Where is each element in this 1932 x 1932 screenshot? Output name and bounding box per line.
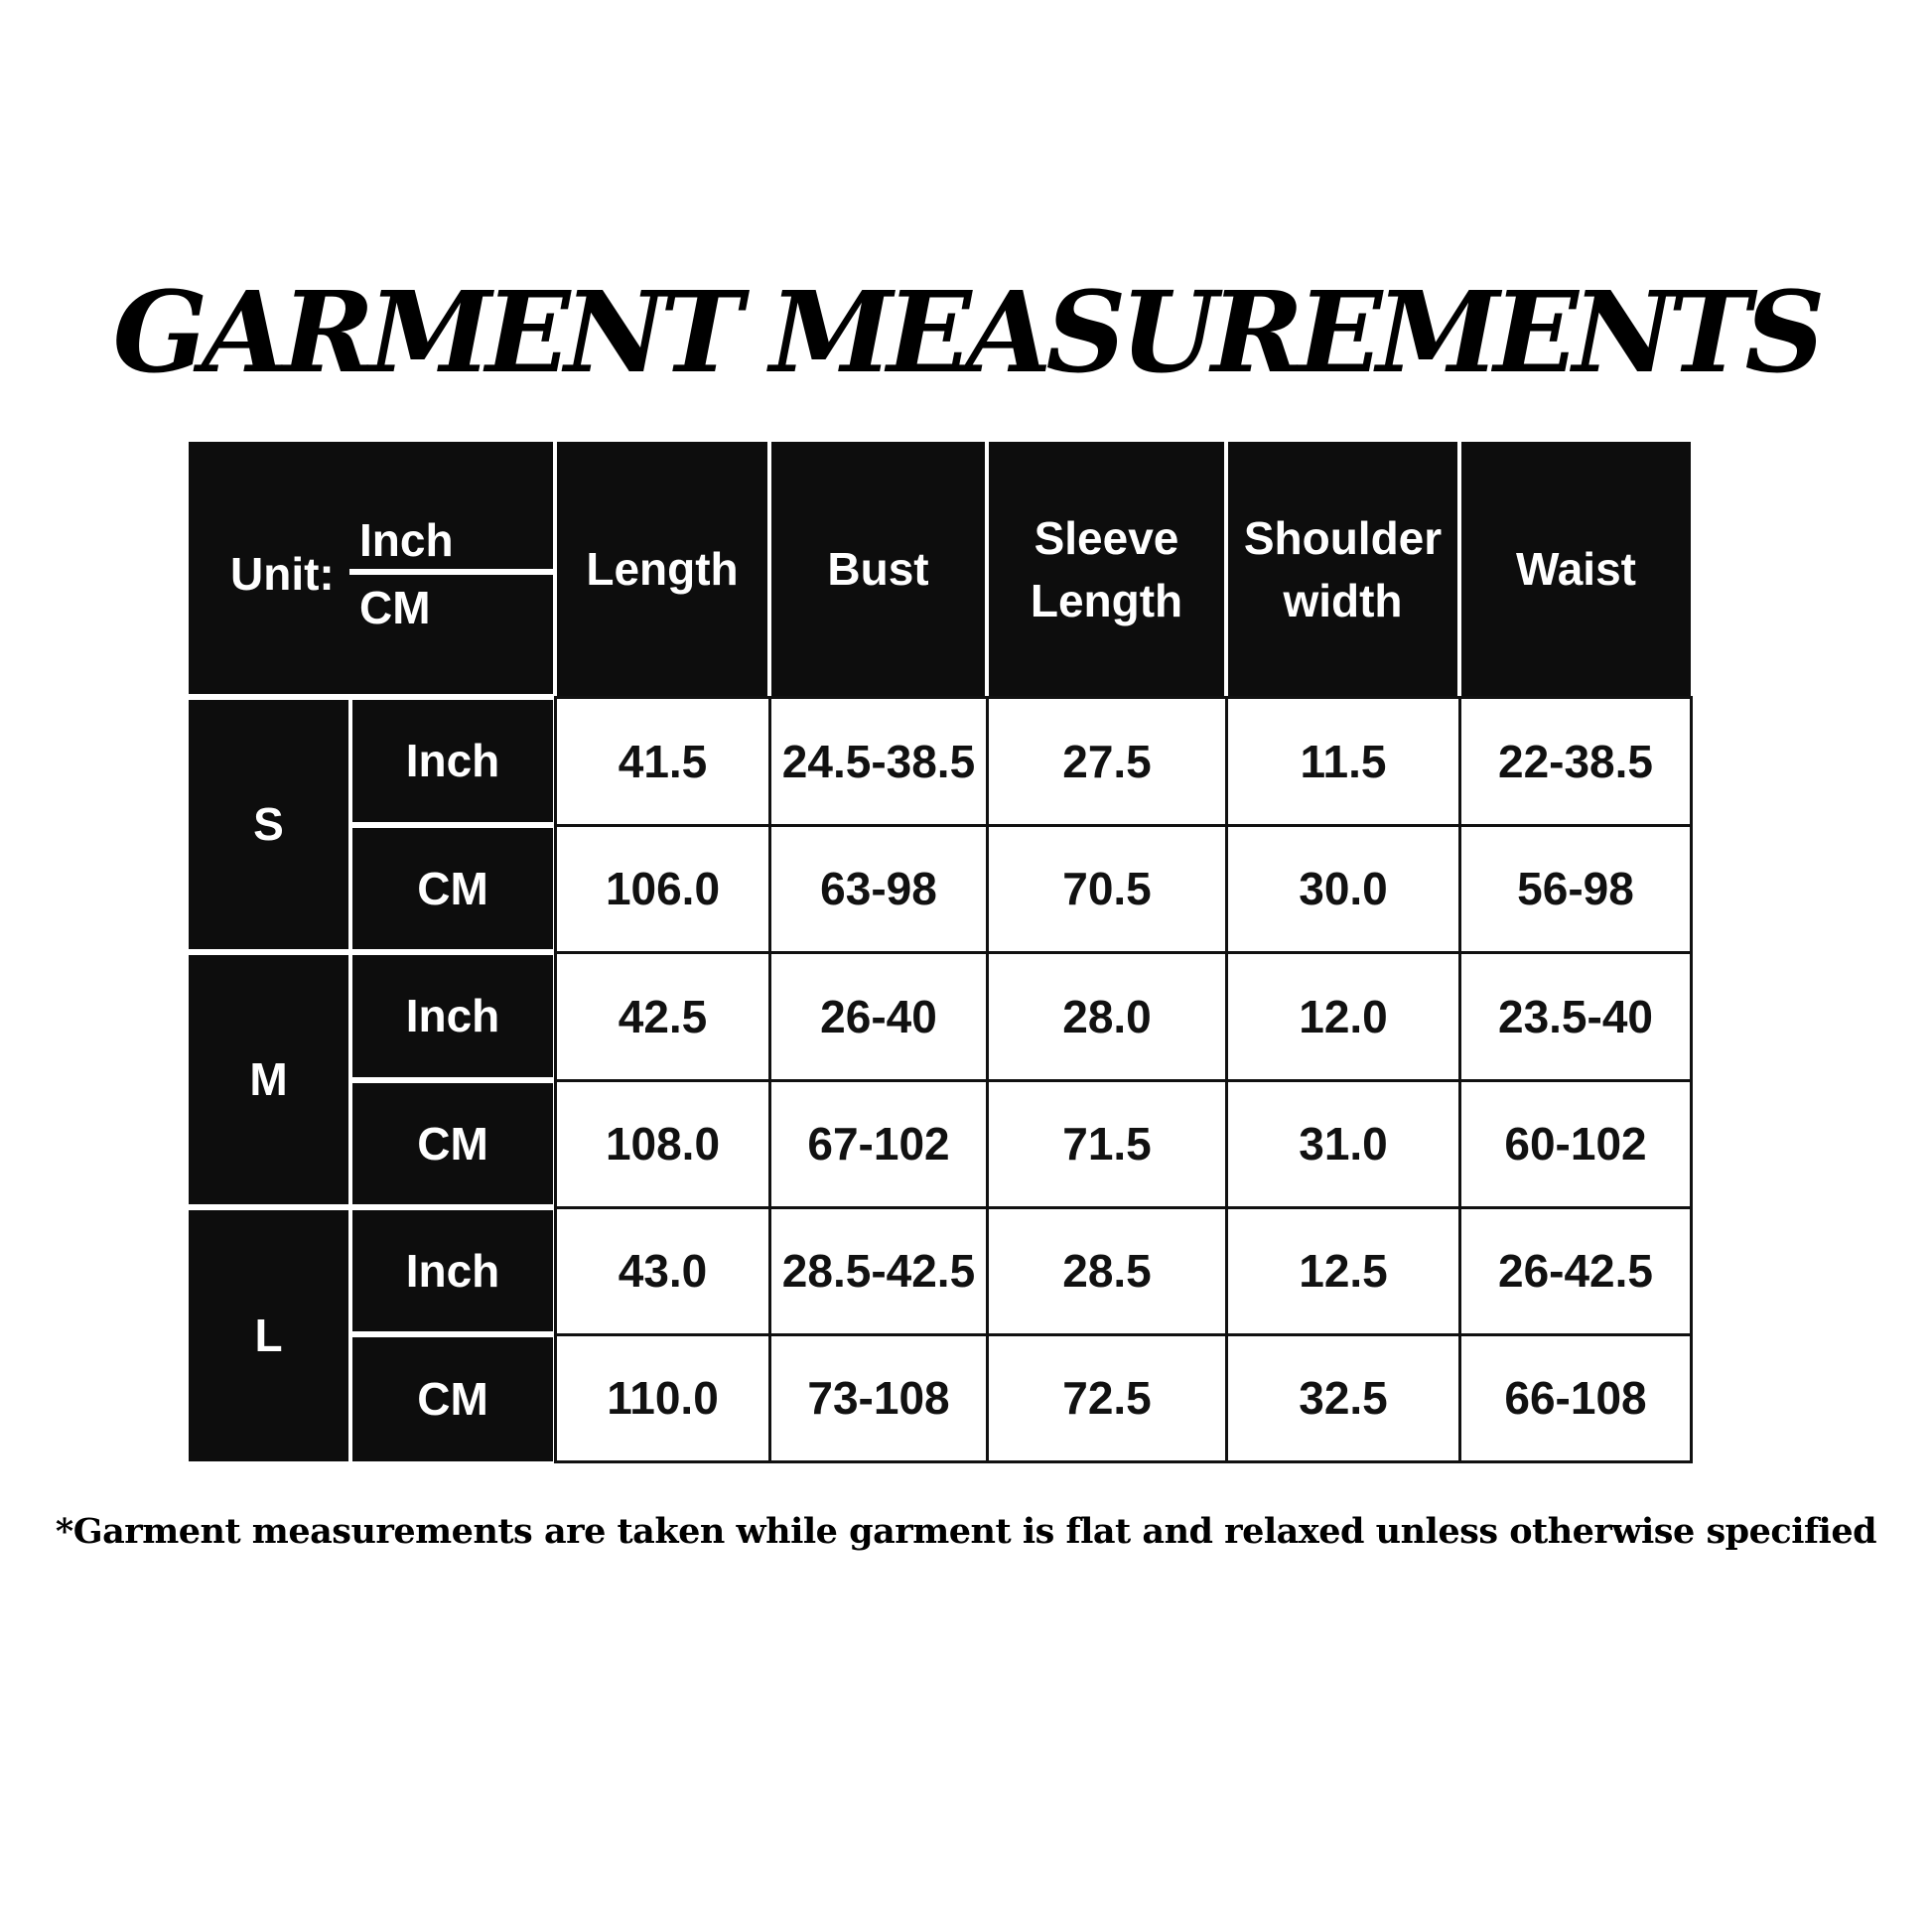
table-cell: 108.0 [554,1079,771,1209]
table-cell: 31.0 [1225,1079,1461,1209]
table-cell: 28.5 [986,1206,1228,1336]
table-cell: 11.5 [1225,696,1461,827]
unit-label: Unit: [230,548,335,600]
table-cell: 56-98 [1458,824,1693,954]
unit-divider [349,569,553,575]
unit-row-label: CM [352,1083,553,1204]
unit-header-cell: Unit: Inch CM [189,442,553,694]
unit-row-label: CM [352,828,553,949]
table-cell: 12.0 [1225,951,1461,1082]
table-cell: 24.5-38.5 [768,696,989,827]
unit-inch-label: Inch [359,514,454,566]
table-cell: 71.5 [986,1079,1228,1209]
table-cell: 23.5-40 [1458,951,1693,1082]
table-cell: 106.0 [554,824,771,954]
page-title: GARMENT MEASUREMENTS [112,268,1826,398]
size-label: M [189,955,348,1204]
table-cell: 41.5 [554,696,771,827]
table-cell: 42.5 [554,951,771,1082]
table-cell: 28.5-42.5 [768,1206,989,1336]
table-cell: 32.5 [1225,1333,1461,1463]
table-cell: 73-108 [768,1333,989,1463]
table-cell: 60-102 [1458,1079,1693,1209]
table-cell: 27.5 [986,696,1228,827]
column-header: Bust [771,442,985,697]
column-header: Length [557,442,767,697]
unit-row-label: Inch [352,700,553,822]
table-cell: 30.0 [1225,824,1461,954]
column-header: Sleeve Length [989,442,1224,697]
size-label: L [189,1210,348,1461]
table-cell: 63-98 [768,824,989,954]
footnote: *Garment measurements are taken while ga… [55,1511,1877,1552]
size-chart-table: Unit: Inch CM Length Bust Sleeve Length Sho… [189,442,1693,1463]
table-cell: 28.0 [986,951,1228,1082]
table-cell: 66-108 [1458,1333,1693,1463]
unit-cm-label: CM [359,582,431,633]
size-label: S [189,700,348,949]
table-cell: 22-38.5 [1458,696,1693,827]
table-cell: 70.5 [986,824,1228,954]
table-cell: 67-102 [768,1079,989,1209]
table-cell: 43.0 [554,1206,771,1336]
unit-row-label: Inch [352,955,553,1077]
table-cell: 12.5 [1225,1206,1461,1336]
table-cell: 26-40 [768,951,989,1082]
table-cell: 110.0 [554,1333,771,1463]
column-header: Waist [1461,442,1691,697]
column-header: Shoulder width [1228,442,1457,697]
unit-row-label: CM [352,1337,553,1461]
unit-row-label: Inch [352,1210,553,1331]
table-cell: 26-42.5 [1458,1206,1693,1336]
table-cell: 72.5 [986,1333,1228,1463]
